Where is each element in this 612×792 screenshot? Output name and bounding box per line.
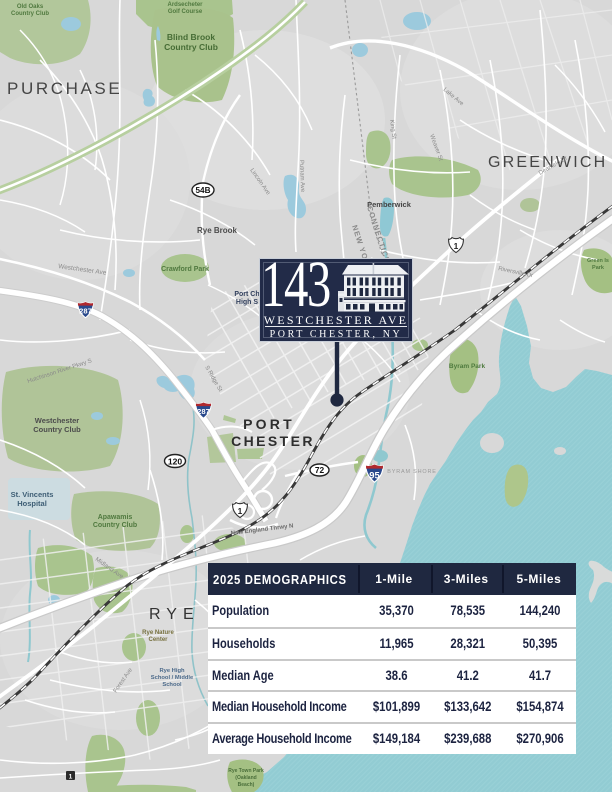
svg-text:St. Vincents: St. Vincents bbox=[11, 490, 54, 499]
svg-text:72: 72 bbox=[315, 465, 325, 475]
svg-text:Beach): Beach) bbox=[238, 782, 255, 788]
svg-text:Ardsecheter: Ardsecheter bbox=[167, 2, 203, 8]
svg-text:Green Is: Green Is bbox=[587, 258, 609, 264]
svg-text:Country Club: Country Club bbox=[33, 425, 81, 434]
svg-text:Golf Course: Golf Course bbox=[168, 9, 203, 15]
svg-text:Blind Brook: Blind Brook bbox=[167, 32, 215, 42]
svg-text:Pemberwick: Pemberwick bbox=[367, 200, 412, 209]
svg-text:1: 1 bbox=[238, 506, 243, 516]
svg-text:95: 95 bbox=[369, 469, 379, 480]
svg-text:287: 287 bbox=[79, 307, 92, 316]
svg-text:PORT: PORT bbox=[243, 416, 295, 432]
svg-text:School / Middle: School / Middle bbox=[151, 675, 194, 681]
svg-text:Crawford Park: Crawford Park bbox=[161, 266, 209, 273]
svg-text:GREENWICH: GREENWICH bbox=[488, 154, 607, 171]
svg-text:120: 120 bbox=[168, 456, 183, 466]
svg-text:RYE: RYE bbox=[149, 606, 200, 623]
svg-text:Rye Nature: Rye Nature bbox=[142, 630, 174, 636]
svg-text:Rye Town Park: Rye Town Park bbox=[228, 768, 264, 774]
svg-text:Port Ch: Port Ch bbox=[234, 291, 259, 298]
svg-text:Park: Park bbox=[592, 265, 605, 271]
svg-text:Byram Park: Byram Park bbox=[449, 363, 486, 370]
svg-text:Rye Brook: Rye Brook bbox=[197, 226, 238, 235]
svg-text:Apawamis: Apawamis bbox=[98, 514, 133, 521]
svg-text:King St: King St bbox=[388, 119, 397, 139]
svg-text:Hospital: Hospital bbox=[17, 499, 47, 508]
svg-text:1: 1 bbox=[454, 241, 459, 251]
svg-text:Old Oaks: Old Oaks bbox=[17, 4, 44, 10]
svg-text:(Oakland: (Oakland bbox=[235, 775, 256, 781]
svg-text:Rye High: Rye High bbox=[159, 668, 185, 674]
svg-text:Country Club: Country Club bbox=[164, 42, 218, 52]
svg-text:High S: High S bbox=[236, 299, 258, 306]
svg-text:287: 287 bbox=[197, 407, 210, 416]
svg-text:Country Club: Country Club bbox=[93, 522, 137, 529]
svg-text:PURCHASE: PURCHASE bbox=[7, 79, 122, 98]
svg-text:Westchester: Westchester bbox=[35, 416, 80, 425]
svg-text:Country Club: Country Club bbox=[11, 11, 49, 17]
svg-text:BYRAM SHORE: BYRAM SHORE bbox=[387, 469, 436, 475]
svg-text:School: School bbox=[162, 682, 182, 688]
svg-text:Putnam Ave: Putnam Ave bbox=[298, 160, 305, 193]
svg-text:1: 1 bbox=[69, 773, 73, 780]
svg-text:CHESTER: CHESTER bbox=[231, 433, 315, 449]
svg-text:54B: 54B bbox=[195, 186, 210, 195]
svg-text:Center: Center bbox=[148, 637, 168, 643]
